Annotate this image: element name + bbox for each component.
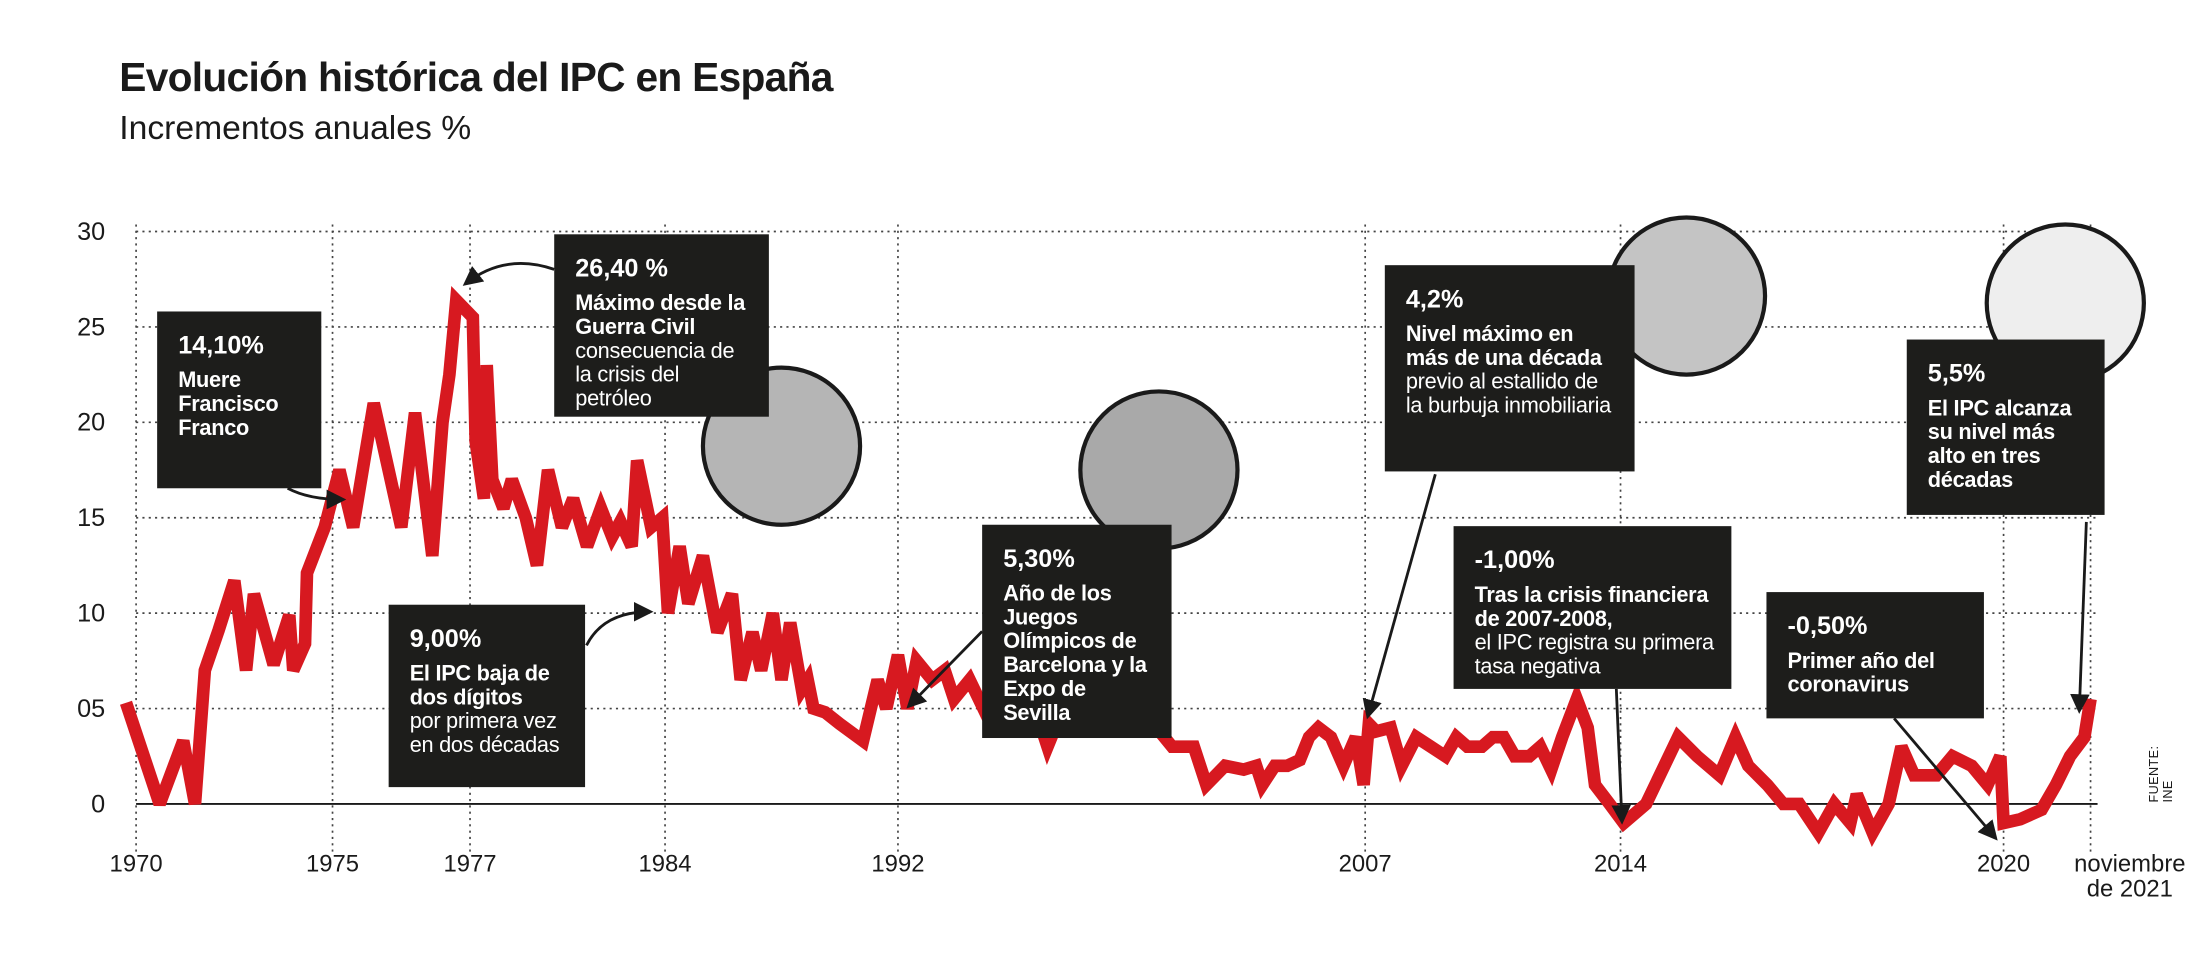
annotation-box: 9,00% El IPC baja de dos dígitos por prime… — [388, 604, 586, 788]
y-tick-label: 05 — [77, 695, 105, 723]
arrow — [1893, 717, 1998, 841]
annotation-text: consecuencia de la crisis del petróleo — [575, 339, 735, 412]
annotation-value: -1,00% — [1474, 545, 1555, 574]
annotation-bold: El IPC baja de dos dígitos — [409, 662, 550, 710]
annotation-value: -0,50% — [1787, 611, 1868, 640]
x-tick-label: 2014 — [1593, 850, 1648, 877]
annotation-box: -1,00% Tras la crisis financiera de 2007-… — [1453, 526, 1732, 689]
annotation-bold: Nivel máximo en más de una década — [1405, 322, 1602, 371]
arrow — [1611, 688, 1632, 825]
x-tick-label: noviembre de 2021 — [2074, 850, 2186, 903]
annotation-bold: Máximo desde la Guerra Civil — [575, 291, 746, 340]
annotation-value: 4,2% — [1405, 284, 1464, 313]
annotation-box: 5,30% Año de los Juegos Olímpicos de Barc… — [982, 524, 1172, 739]
annotation-text: por primera vez en dos décadas — [409, 709, 560, 758]
annotation-value: 5,30% — [1003, 544, 1075, 573]
annotation-bold: Año de los Juegos Olímpicos de Barcelona… — [1003, 582, 1147, 726]
x-tick-label: 2020 — [1977, 850, 2031, 877]
y-tick-label: 20 — [77, 409, 105, 437]
arrow — [906, 630, 984, 709]
annotation-text: el IPC registra su primera tasa negativa — [1474, 631, 1715, 680]
x-tick-label: 1984 — [638, 850, 692, 877]
title: Evolución histórica del IPC en España — [119, 56, 833, 102]
annotation-value: 14,10% — [178, 331, 264, 360]
source: FUENTE: INE — [2146, 745, 2175, 803]
arrows — [286, 262, 2090, 841]
annotation-text: previo al estallido de la burbuja inmobi… — [1405, 370, 1611, 419]
annotation-value: 26,40 % — [575, 253, 668, 283]
y-tick-label: 0 — [91, 790, 105, 818]
subtitle: Incrementos anuales % — [119, 109, 472, 148]
annotation-bold: El IPC alcanza su nivel más alto en tres… — [1927, 397, 2072, 493]
x-tick-label: 1975 — [305, 850, 360, 877]
y-tick-label: 30 — [77, 218, 105, 246]
annotation-bold: Muere Francisco Franco — [178, 369, 279, 441]
x-tick-label: 1992 — [871, 850, 925, 877]
arrow — [585, 601, 654, 647]
annotation-box: -0,50% Primer año del coronavirus — [1766, 592, 1984, 719]
x-tick-label: 1977 — [443, 850, 497, 877]
y-tick-label: 25 — [77, 313, 105, 341]
arrow — [286, 487, 347, 510]
annotation-box: 14,10% Muere Francisco Franco — [157, 311, 322, 489]
annotation-value: 9,00% — [409, 624, 482, 653]
arrow — [2070, 521, 2090, 714]
annotation-bold: Tras la crisis financiera de 2007-2008, — [1474, 583, 1709, 632]
arrow — [462, 262, 555, 286]
annotation-bold: Primer año del coronavirus — [1787, 649, 1935, 698]
y-tick-label: 15 — [77, 504, 105, 532]
x-tick-label: 2007 — [1338, 850, 1392, 877]
annotation-box: 4,2% Nivel máximo en más de una década pre… — [1384, 265, 1635, 472]
annotation-value: 5,5% — [1927, 359, 1986, 388]
arrow — [1362, 473, 1437, 720]
y-tick-label: 10 — [77, 600, 105, 628]
annotation-box: 26,40 % Máximo desde la Guerra Civil conse… — [554, 234, 769, 417]
annotation-box: 5,5% El IPC alcanza su nivel más alto en … — [1906, 339, 2105, 515]
x-tick-label: 1970 — [109, 850, 163, 877]
